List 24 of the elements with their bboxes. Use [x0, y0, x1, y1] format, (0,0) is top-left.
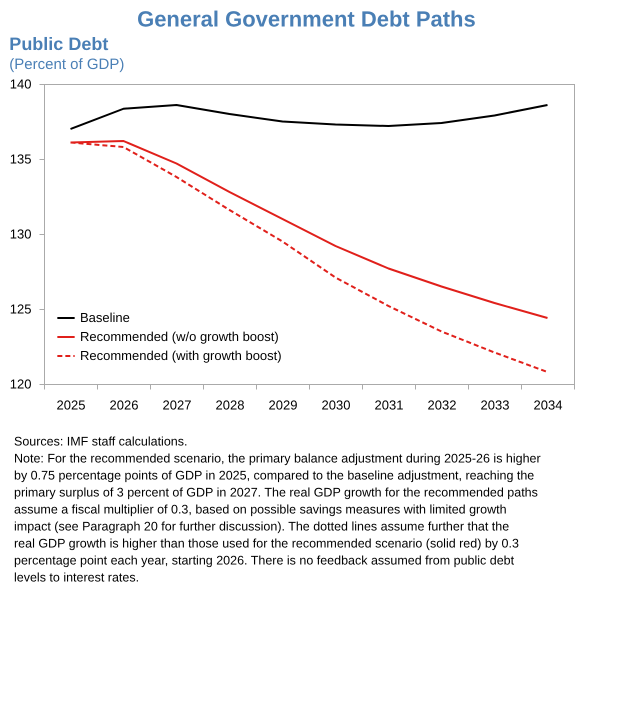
- legend-label: Recommended (w/o growth boost): [80, 329, 279, 344]
- x-tick-label: 2027: [162, 398, 192, 412]
- x-tick-label: 2030: [322, 398, 350, 412]
- chart-title: General Government Debt Paths: [137, 6, 476, 32]
- x-tick-label: 2026: [110, 398, 138, 412]
- legend-label: Baseline: [80, 310, 130, 325]
- text: Note: For the recommended scenario, the primary balance adjustment during 2025-26 is higher by 0.75 percentage points of GDP in 2025, compared to the baseline adjustment, reaching the primary surplus of 3 percent of GDP in 2027. The real GDP growth for the recommended paths assume a fiscal multiplier of 0.3, based on possible savings measures with limited growth impact (see Paragraph 20 for further discussion). The dotted lines assume further that the real GDP growth is higher than those used for the recommended scenario (solid red) by 0.3 percentage point each year, starting 2026. There is no feedback assumed from public debt levels to interest rates.: [14, 452, 541, 584]
- y-tick-label: 120: [10, 376, 32, 392]
- y-tick-label: 135: [10, 152, 32, 166]
- text: Public Debt: [9, 34, 108, 54]
- y-tick-label: 130: [10, 226, 32, 242]
- x-tick-label: 2033: [480, 398, 510, 412]
- x-tick-label: 2031: [374, 398, 404, 412]
- text: (Percent of GDP): [9, 56, 124, 73]
- y-tick-label: 125: [10, 302, 32, 316]
- x-tick-label: 2029: [268, 398, 298, 412]
- line-series: [70, 104, 548, 130]
- x-tick-label: 2028: [216, 398, 244, 412]
- x-tick-label: 2032: [428, 398, 456, 412]
- x-tick-label: 2034: [534, 398, 562, 412]
- y-tick-label: 140: [10, 76, 32, 92]
- source-note: Sources: IMF staff calculations.: [14, 434, 188, 448]
- legend-label: Recommended (with growth boost): [80, 348, 282, 363]
- x-tick-label: 2025: [56, 398, 86, 412]
